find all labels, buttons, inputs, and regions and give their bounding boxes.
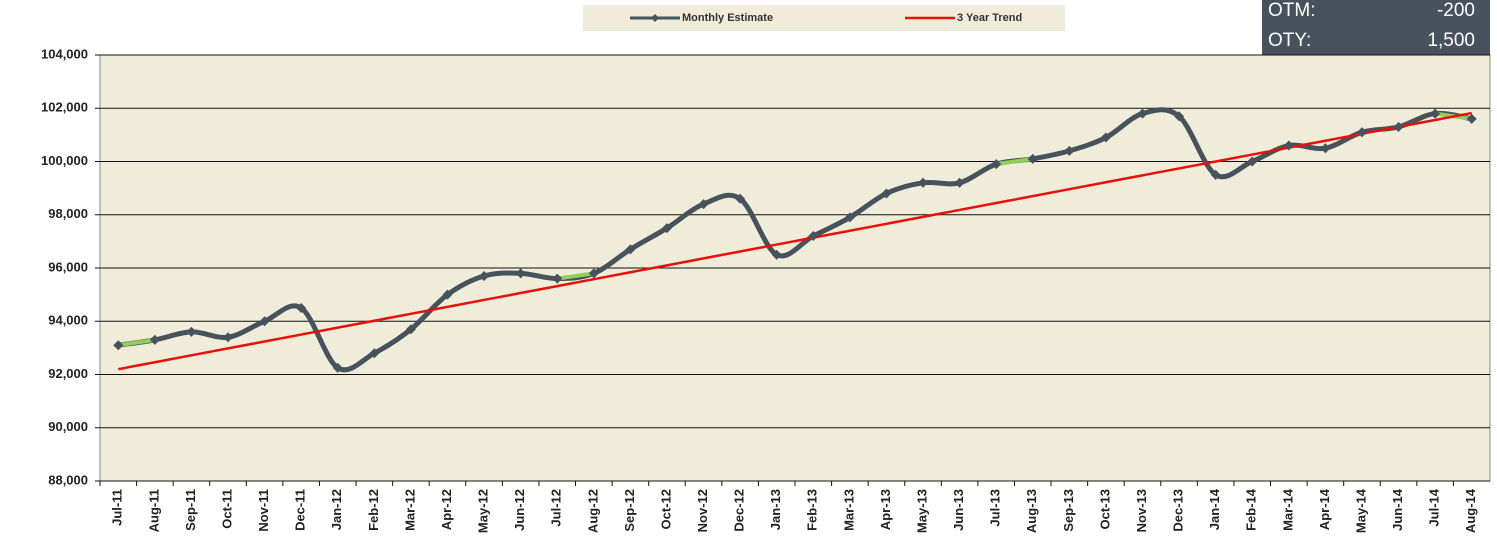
x-tick-label: Aug-12 xyxy=(585,489,600,533)
y-tick-label: 94,000 xyxy=(48,313,88,328)
marker xyxy=(881,188,892,199)
info-box xyxy=(1262,0,1490,55)
x-tick-label: Oct-11 xyxy=(219,489,234,529)
x-tick-label: Feb-12 xyxy=(366,489,381,531)
y-tick-label: 98,000 xyxy=(48,206,88,221)
marker xyxy=(1027,153,1038,164)
x-tick-label: Feb-14 xyxy=(1244,488,1259,531)
marker xyxy=(844,212,855,223)
x-tick-label: Mar-12 xyxy=(402,489,417,531)
x-tick-label: Jan-14 xyxy=(1207,488,1222,530)
marker xyxy=(918,177,929,188)
highlight-segment xyxy=(118,337,156,348)
x-tick-label: Sep-11 xyxy=(183,489,198,531)
x-tick-label: Jan-12 xyxy=(329,489,344,530)
x-tick-label: Aug-14 xyxy=(1463,488,1478,533)
marker xyxy=(442,289,453,300)
marker xyxy=(1430,108,1441,119)
x-tick-label: Oct-12 xyxy=(658,489,673,529)
marker xyxy=(1320,143,1331,154)
x-tick-label: Aug-11 xyxy=(146,489,161,532)
info-label: OTM: xyxy=(1268,0,1316,21)
marker xyxy=(186,326,197,337)
highlight-segment xyxy=(556,271,595,281)
x-tick-label: Jun-12 xyxy=(512,489,527,531)
trend-line xyxy=(118,111,1472,371)
marker xyxy=(588,268,599,279)
x-tick-label: Mar-14 xyxy=(1280,488,1295,531)
x-tick-label: Jun-14 xyxy=(1390,488,1405,531)
marker xyxy=(1100,132,1111,143)
y-tick-label: 104,000 xyxy=(41,46,88,61)
marker xyxy=(479,270,490,281)
x-tick-label: Apr-14 xyxy=(1317,488,1332,530)
x-tick-label: Nov-11 xyxy=(256,489,271,532)
x-tick-label: May-12 xyxy=(476,489,491,533)
y-tick-label: 92,000 xyxy=(48,366,88,381)
x-tick-label: Dec-12 xyxy=(732,489,747,532)
x-tick-label: Jul-13 xyxy=(988,489,1003,527)
legend-label: Monthly Estimate xyxy=(682,12,773,24)
x-tick-label: Dec-11 xyxy=(293,489,308,531)
y-tick-label: 102,000 xyxy=(41,100,88,115)
y-tick-label: 88,000 xyxy=(48,472,88,487)
marker xyxy=(369,348,380,359)
x-tick-label: Nov-13 xyxy=(1134,489,1149,532)
x-tick-label: Sep-13 xyxy=(1061,489,1076,532)
marker xyxy=(1466,113,1477,124)
x-tick-label: May-13 xyxy=(914,489,929,533)
x-tick-label: Oct-13 xyxy=(1097,489,1112,529)
highlight-segment xyxy=(995,156,1034,167)
marker xyxy=(1210,169,1221,180)
marker xyxy=(625,244,636,255)
x-tick-label: Jun-13 xyxy=(951,489,966,531)
marker xyxy=(332,362,343,373)
marker xyxy=(113,340,124,351)
marker xyxy=(515,268,526,279)
info-label: OTY: xyxy=(1268,30,1311,51)
marker xyxy=(808,231,819,242)
legend-marker xyxy=(651,14,659,22)
y-tick-label: 96,000 xyxy=(48,259,88,274)
legend-label: 3 Year Trend xyxy=(957,12,1022,24)
marker xyxy=(1393,121,1404,132)
x-tick-label: Aug-13 xyxy=(1024,489,1039,533)
x-tick-label: Jul-11 xyxy=(110,489,125,526)
marker xyxy=(1064,145,1075,156)
marker xyxy=(552,273,563,284)
marker xyxy=(1174,111,1185,122)
marker xyxy=(296,302,307,313)
marker xyxy=(1247,156,1258,167)
marker xyxy=(405,324,416,335)
marker xyxy=(1283,140,1294,151)
x-tick-label: Jan-13 xyxy=(768,489,783,530)
x-tick-label: Jul-12 xyxy=(549,489,564,527)
x-tick-label: Jul-14 xyxy=(1427,488,1442,526)
x-tick-label: Nov-12 xyxy=(695,489,710,532)
x-tick-label: Apr-12 xyxy=(439,489,454,530)
x-tick-label: Mar-13 xyxy=(841,489,856,531)
x-tick-label: Dec-13 xyxy=(1171,489,1186,532)
marker xyxy=(1137,108,1148,119)
marker xyxy=(735,193,746,204)
info-value: -200 xyxy=(1437,0,1475,21)
marker xyxy=(698,199,709,210)
marker xyxy=(991,159,1002,170)
marker xyxy=(259,316,270,327)
x-tick-label: May-14 xyxy=(1353,488,1368,533)
marker xyxy=(149,334,160,345)
x-tick-label: Feb-13 xyxy=(805,489,820,531)
y-tick-label: 90,000 xyxy=(48,419,88,434)
marker xyxy=(223,332,234,343)
x-tick-label: Sep-12 xyxy=(622,489,637,532)
marker xyxy=(1356,127,1367,138)
marker xyxy=(661,223,672,234)
info-value: 1,500 xyxy=(1427,30,1475,51)
x-tick-label: Apr-13 xyxy=(878,489,893,530)
marker xyxy=(954,177,965,188)
marker xyxy=(771,249,782,260)
y-tick-label: 100,000 xyxy=(41,153,88,168)
